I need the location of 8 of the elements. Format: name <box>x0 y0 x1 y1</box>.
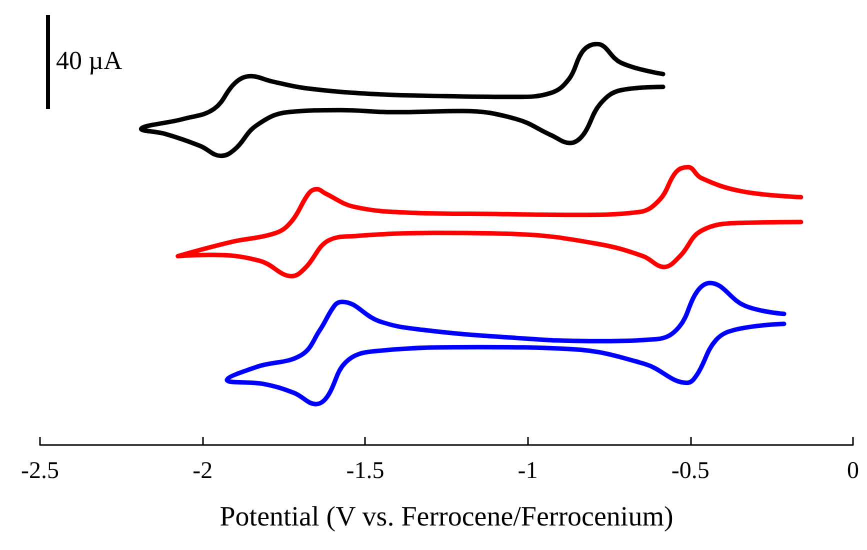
x-tick-label: -2 <box>192 458 213 484</box>
x-axis-title: Potential (V vs. Ferrocene/Ferrocenium) <box>220 502 674 532</box>
annotation: 40 µA <box>56 46 122 76</box>
x-tick-label: -2.5 <box>21 458 59 484</box>
x-tick-label: -1 <box>518 458 538 484</box>
x-tick-label: -0.5 <box>671 458 710 484</box>
x-tick-label: 0 <box>847 458 859 484</box>
x-tick-label: -1.5 <box>346 458 384 484</box>
